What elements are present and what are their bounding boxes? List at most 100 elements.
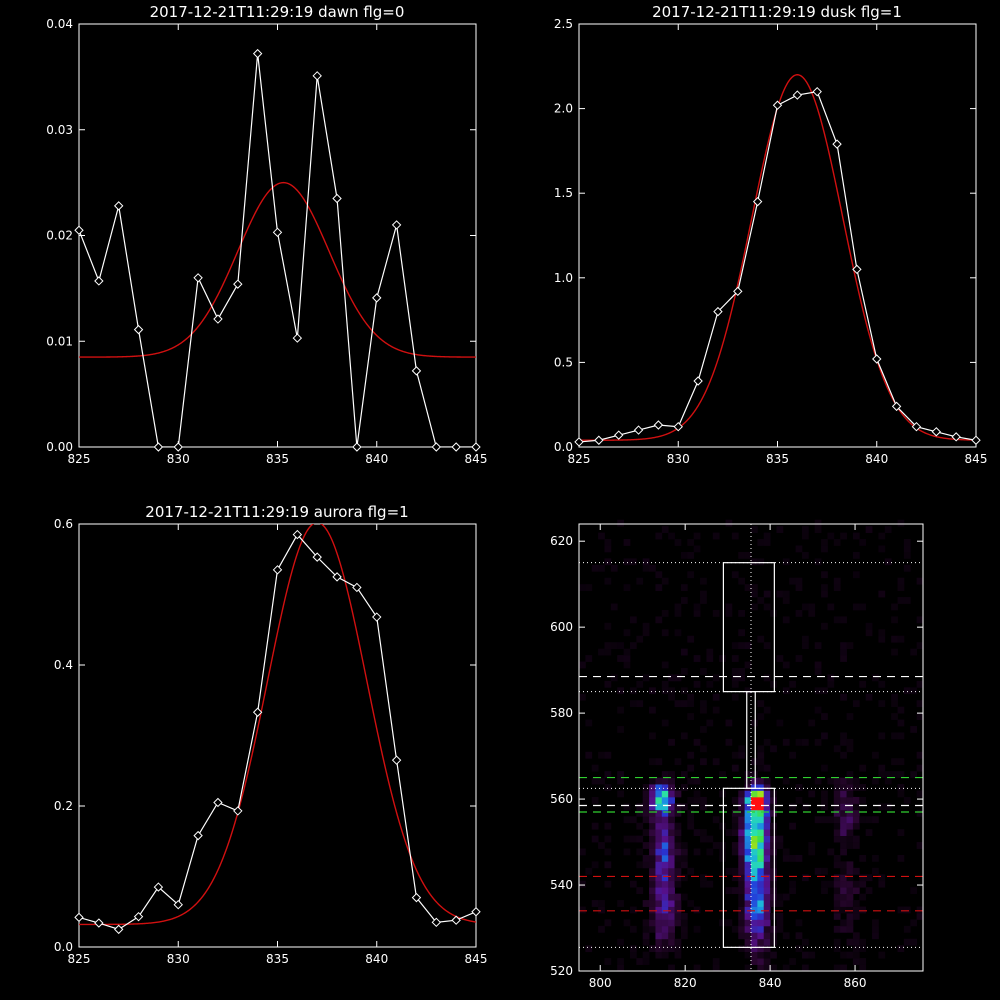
heatmap-cell bbox=[731, 764, 739, 772]
heatmap-cell bbox=[668, 532, 675, 540]
heatmap-cell bbox=[903, 551, 911, 559]
heatmap-cell bbox=[751, 526, 758, 533]
heatmap-cell bbox=[655, 854, 663, 862]
heatmap-cell bbox=[604, 861, 612, 869]
heatmap-cell bbox=[738, 667, 746, 675]
heatmap-cell bbox=[731, 674, 739, 682]
heatmap-cell bbox=[840, 796, 847, 804]
heatmap-cell bbox=[604, 880, 612, 888]
heatmap-cell bbox=[763, 603, 771, 611]
dusk-x-tick-label: 835 bbox=[766, 452, 789, 466]
heatmap-cell bbox=[801, 964, 809, 972]
heatmap-cell bbox=[661, 790, 669, 798]
heatmap-cell bbox=[668, 693, 675, 701]
dawn-data-point bbox=[153, 442, 164, 452]
heatmap-cell bbox=[757, 854, 765, 862]
heatmap-cell bbox=[623, 848, 631, 856]
heatmap-cell bbox=[668, 738, 675, 746]
heatmap-cell bbox=[731, 667, 739, 675]
heatmap-cell bbox=[846, 771, 854, 778]
heatmap-cell bbox=[598, 532, 605, 540]
heatmap-cell bbox=[668, 854, 675, 862]
heatmap-cell bbox=[668, 906, 675, 914]
heatmap-cell bbox=[770, 680, 777, 688]
aurora-data-point bbox=[292, 529, 303, 540]
heatmap-cell bbox=[827, 674, 835, 682]
heatmap-cell bbox=[757, 842, 765, 849]
heatmap-cell bbox=[751, 790, 758, 798]
heatmap-cell bbox=[833, 616, 841, 624]
heatmap-cell bbox=[865, 829, 873, 837]
heatmap-cell bbox=[770, 893, 777, 901]
heatmap-cell bbox=[763, 900, 771, 907]
heatmap-cell bbox=[757, 796, 765, 804]
heatmap-cell bbox=[738, 932, 746, 940]
heatmap-cell bbox=[903, 597, 911, 604]
heatmap-cell bbox=[680, 687, 688, 695]
heatmap-cell bbox=[814, 867, 822, 875]
heatmap-cell bbox=[655, 919, 663, 927]
heatmap-cell bbox=[751, 938, 758, 946]
heatmap-cell bbox=[840, 777, 847, 785]
heatmap-cell bbox=[859, 603, 867, 611]
heatmap-cell bbox=[649, 803, 656, 811]
heatmap-cell bbox=[668, 900, 675, 907]
heatmap-cell bbox=[598, 842, 605, 849]
heatmap-cell bbox=[712, 706, 720, 714]
heatmap-cell bbox=[655, 829, 663, 837]
heatmap-cell bbox=[757, 816, 765, 824]
heatmap-cell bbox=[655, 938, 663, 946]
heatmap-cell bbox=[916, 713, 924, 720]
heatmap-cell bbox=[897, 854, 905, 862]
heatmap-cell bbox=[757, 777, 765, 785]
heatmap-cell bbox=[859, 796, 867, 804]
heatmap-cell bbox=[833, 900, 841, 907]
heatmap-cell bbox=[827, 532, 835, 540]
heatmap-cell bbox=[770, 951, 777, 959]
heatmap-cell bbox=[744, 796, 752, 804]
heatmap-cell bbox=[865, 526, 873, 533]
heatmap-cell bbox=[725, 719, 733, 727]
dawn-x-tick-label: 825 bbox=[68, 452, 91, 466]
heatmap-cell bbox=[846, 925, 854, 933]
heatmap-cell bbox=[751, 912, 758, 920]
heatmap-cell bbox=[846, 912, 854, 920]
dusk-data-point bbox=[673, 421, 683, 432]
heatmap-cell bbox=[821, 590, 828, 598]
dusk-data-point bbox=[872, 354, 882, 364]
heatmap-cell bbox=[789, 822, 796, 830]
heatmap-cell bbox=[668, 687, 675, 695]
heatmap-cell bbox=[757, 829, 765, 837]
heatmap-cell bbox=[821, 790, 828, 798]
heatmap-cell bbox=[642, 938, 650, 946]
heatmap-cell bbox=[661, 874, 669, 882]
dawn-data-point bbox=[312, 71, 322, 81]
heatmap-cell bbox=[668, 912, 675, 920]
heatmap-cell bbox=[636, 700, 644, 708]
heatmap-cell bbox=[852, 803, 860, 811]
heatmap-cell bbox=[852, 906, 860, 914]
dusk-y-ticks: 0.0 0.5 1.0 1.5 2.0 2.5 bbox=[554, 17, 976, 454]
heatmap-cell bbox=[770, 880, 777, 888]
heatmap-cell bbox=[795, 919, 803, 927]
heatmap-cell bbox=[700, 700, 707, 708]
heatmap-cell bbox=[617, 519, 624, 527]
heatmap-cell bbox=[751, 816, 758, 824]
heatmap-cell bbox=[738, 822, 746, 830]
heatmap-cell bbox=[757, 713, 765, 720]
heatmap-cell bbox=[674, 539, 682, 546]
aurora-y-tick-label: 0.2 bbox=[54, 799, 73, 813]
heatmap-cell bbox=[751, 777, 758, 785]
spectrogram-y-tick-label: 580 bbox=[550, 706, 573, 720]
heatmap-cell bbox=[757, 880, 765, 888]
heatmap-cell bbox=[757, 745, 765, 753]
dusk-data-point bbox=[792, 90, 803, 100]
heatmap-cell bbox=[579, 906, 586, 914]
heatmap-cell bbox=[751, 861, 758, 869]
heatmap-cell bbox=[878, 771, 886, 778]
heatmap-cell bbox=[763, 964, 771, 972]
heatmap-cell bbox=[738, 861, 746, 869]
heatmap-cell bbox=[655, 893, 663, 901]
heatmap-cell bbox=[680, 803, 688, 811]
heatmap-cell bbox=[840, 822, 847, 830]
